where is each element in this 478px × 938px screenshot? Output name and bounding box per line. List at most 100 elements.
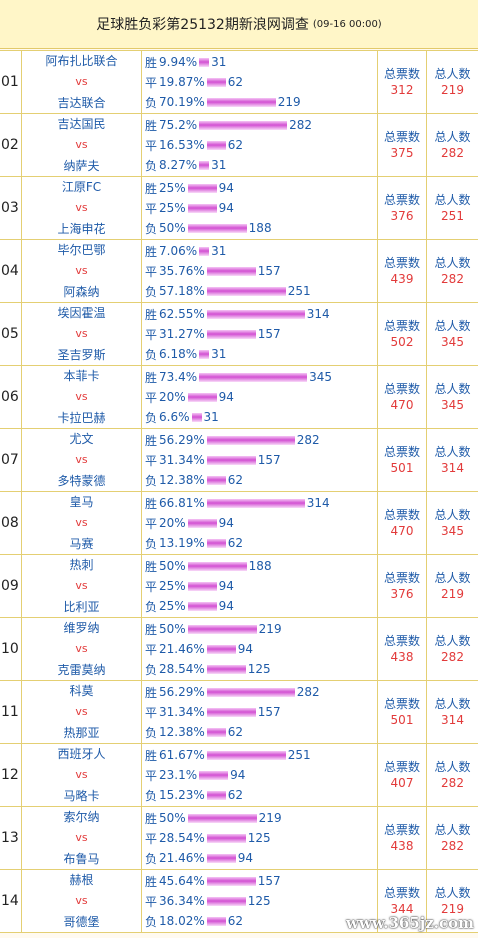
vote-row-win: 胜 62.55% 314 xyxy=(145,305,330,323)
vote-bar xyxy=(187,203,217,213)
away-team-link[interactable]: 布鲁马 xyxy=(63,852,100,866)
total-votes-value: 376 xyxy=(390,209,414,223)
home-team-link[interactable]: 索尔纳 xyxy=(63,810,100,824)
total-votes-value: 376 xyxy=(390,587,414,601)
away-team-link[interactable]: 吉达联合 xyxy=(57,96,106,110)
vote-count: 282 xyxy=(289,118,313,132)
total-votes-cell: 总票数 502 xyxy=(378,303,427,365)
vs-label: vs xyxy=(75,642,88,655)
vote-bar xyxy=(199,160,210,170)
vote-row-win: 胜 45.64% 157 xyxy=(145,872,281,890)
vote-bar xyxy=(206,750,286,760)
match-index: 08 xyxy=(0,492,22,554)
vs-label: vs xyxy=(75,705,88,718)
away-team-link[interactable]: 纳萨夫 xyxy=(63,159,100,173)
total-people-value: 251 xyxy=(441,209,464,223)
home-team-link[interactable]: 埃因霍温 xyxy=(57,306,106,320)
vote-percent: 15.23% xyxy=(159,788,205,802)
outcome-label: 胜 xyxy=(145,874,158,889)
away-team-link[interactable]: 热那亚 xyxy=(63,726,100,740)
away-team-link[interactable]: 多特蒙德 xyxy=(57,474,106,488)
vote-percent: 28.54% xyxy=(159,831,205,845)
home-team-link[interactable]: 科莫 xyxy=(69,684,94,698)
total-votes-label: 总票数 xyxy=(383,193,420,207)
vote-bars: 胜 9.94% 31 平 19.87% 62 负 70.19% 219 xyxy=(142,51,378,113)
vote-percent: 56.29% xyxy=(159,685,205,699)
vote-bars: 胜 61.67% 251 平 23.1% 94 负 15.23% 62 xyxy=(142,744,378,806)
away-team-link[interactable]: 比利亚 xyxy=(63,600,100,614)
outcome-label: 负 xyxy=(145,788,158,803)
total-votes-cell: 总票数 376 xyxy=(378,555,427,617)
home-team-link[interactable]: 毕尔巴鄂 xyxy=(57,243,106,257)
vote-row-lose: 负 12.38% 62 xyxy=(145,723,243,741)
total-votes-label: 总票数 xyxy=(383,760,420,774)
away-team-link[interactable]: 卡拉巴赫 xyxy=(57,411,106,425)
away-team-link[interactable]: 哥德堡 xyxy=(63,915,100,929)
vs-label: vs xyxy=(75,201,88,214)
vote-bar xyxy=(206,853,236,863)
home-team-link[interactable]: 本菲卡 xyxy=(63,369,100,383)
vote-percent: 21.46% xyxy=(159,642,205,656)
home-team-link[interactable]: 西班牙人 xyxy=(57,747,106,761)
total-people-label: 总人数 xyxy=(434,697,471,711)
vote-bar xyxy=(199,349,210,359)
outcome-label: 负 xyxy=(145,725,158,740)
outcome-label: 负 xyxy=(145,284,158,299)
vote-percent: 12.38% xyxy=(159,725,205,739)
vote-bars: 胜 66.81% 314 平 20% 94 负 13.19% 62 xyxy=(142,492,378,554)
total-people-cell: 总人数 314 xyxy=(427,681,478,743)
home-team-link[interactable]: 吉达国民 xyxy=(57,117,106,131)
vote-bar xyxy=(187,518,217,528)
home-team-link[interactable]: 维罗纳 xyxy=(63,621,100,635)
outcome-label: 负 xyxy=(145,473,158,488)
outcome-label: 平 xyxy=(145,390,158,405)
match-row: 03 江原FC vs 上海申花 胜 25% 94 平 25% 94 负 50% 188 总票数 376 总人数… xyxy=(0,177,478,240)
vote-percent: 31.34% xyxy=(159,705,205,719)
vs-label: vs xyxy=(75,831,88,844)
match-teams: 埃因霍温 vs 圣吉罗斯 xyxy=(22,303,142,365)
home-team-link[interactable]: 赫根 xyxy=(69,873,94,887)
vote-bar xyxy=(187,183,217,193)
home-team-link[interactable]: 尤文 xyxy=(69,432,94,446)
vote-row-lose: 负 6.18% 31 xyxy=(145,345,226,363)
match-row: 08 皇马 vs 马赛胜 66.81% 314 平 20% 94 负 13.19% 62 总票数 470 总… xyxy=(0,492,478,555)
total-people-cell: 总人数 345 xyxy=(427,492,478,554)
total-votes-value: 438 xyxy=(390,839,414,853)
away-team-link[interactable]: 克雷莫纳 xyxy=(57,663,106,677)
match-teams: 尤文 vs 多特蒙德 xyxy=(22,429,142,491)
vote-percent: 50% xyxy=(159,221,186,235)
vote-row-lose: 负 50% 188 xyxy=(145,219,272,237)
home-team-link[interactable]: 江原FC xyxy=(61,180,102,194)
vote-row-win: 胜 50% 219 xyxy=(145,620,282,638)
away-team-link[interactable]: 圣吉罗斯 xyxy=(57,348,106,362)
away-team-link[interactable]: 马略卡 xyxy=(63,789,100,803)
match-teams: 本菲卡 vs 卡拉巴赫 xyxy=(22,366,142,428)
vote-count: 251 xyxy=(287,748,311,762)
away-team-link[interactable]: 上海申花 xyxy=(57,222,106,236)
vote-bar xyxy=(199,120,288,130)
outcome-label: 负 xyxy=(145,95,158,110)
vote-percent: 66.81% xyxy=(159,496,205,510)
away-team-link[interactable]: 阿森纳 xyxy=(63,285,100,299)
vote-percent: 12.38% xyxy=(159,473,205,487)
match-teams: 皇马 vs 马赛 xyxy=(22,492,142,554)
vote-row-win: 胜 66.81% 314 xyxy=(145,494,330,512)
vote-count: 188 xyxy=(248,559,272,573)
vote-count: 31 xyxy=(211,158,227,172)
vote-row-lose: 负 15.23% 62 xyxy=(145,786,243,804)
home-team-link[interactable]: 阿布扎比联合 xyxy=(45,54,118,68)
home-team-link[interactable]: 热刺 xyxy=(69,558,94,572)
vote-percent: 50% xyxy=(159,622,186,636)
vote-row-draw: 平 20% 94 xyxy=(145,388,234,406)
vote-bar xyxy=(199,372,308,382)
outcome-label: 负 xyxy=(145,914,158,929)
away-team-link[interactable]: 马赛 xyxy=(69,537,94,551)
match-teams: 赫根 vs 哥德堡 xyxy=(22,870,142,932)
match-row: 14 赫根 vs 哥德堡 胜 45.64% 157 平 36.34% 125 负 18.02% 62 总票… xyxy=(0,870,478,933)
home-team-link[interactable]: 皇马 xyxy=(69,495,94,509)
vote-bars: 胜 73.4% 345 平 20% 94 负 6.6% 31 xyxy=(142,366,378,428)
vote-percent: 35.76% xyxy=(159,264,205,278)
vote-percent: 70.19% xyxy=(159,95,205,109)
total-votes-label: 总票数 xyxy=(383,382,420,396)
outcome-label: 胜 xyxy=(145,748,158,763)
